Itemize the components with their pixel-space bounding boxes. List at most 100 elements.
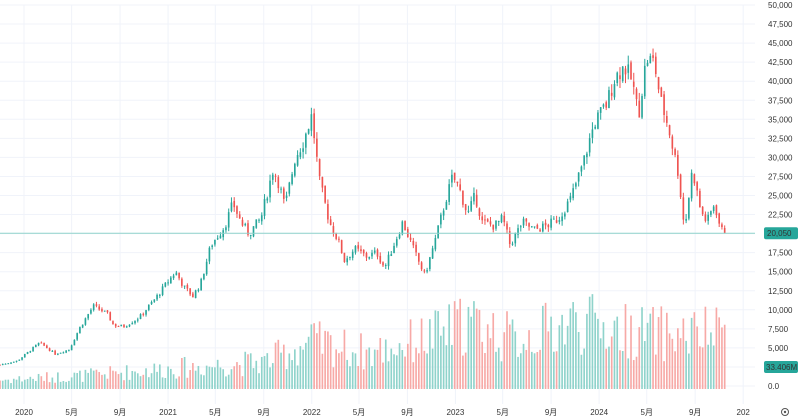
volume-bar: [227, 374, 230, 389]
candle-body: [73, 339, 76, 346]
volume-bar: [238, 365, 241, 389]
volume-bar: [291, 360, 293, 389]
candle-body: [641, 96, 643, 118]
volume-bar: [282, 344, 285, 389]
volume-bar: [338, 353, 340, 389]
candle-body: [81, 324, 84, 328]
volume-bar: [475, 308, 478, 389]
volume-bar: [654, 354, 657, 389]
candle-body: [351, 251, 354, 258]
time-tick-label: 9月: [114, 408, 126, 417]
candle-body: [269, 180, 271, 198]
price-tick-label: 45,000: [768, 39, 793, 48]
volume-bar: [649, 313, 652, 389]
candle-body: [225, 227, 227, 231]
time-axis[interactable]: 2020 5月 9月 2021 5月 9月 2022 5月 9月 2023 5月 9月 2024 5月 9月…: [15, 408, 750, 417]
candle-body: [401, 221, 404, 235]
candle-body: [362, 249, 365, 254]
volume-bar: [451, 344, 453, 389]
settings-icon[interactable]: [781, 408, 789, 416]
candle-body: [318, 159, 321, 177]
volume-bar: [351, 352, 354, 389]
candle-body: [46, 345, 48, 349]
volume-bar: [244, 351, 247, 389]
candle-body: [178, 272, 180, 279]
candle-body: [605, 102, 608, 108]
candle-body: [382, 262, 384, 266]
volume-bar: [189, 370, 191, 389]
candle-body: [324, 185, 326, 203]
candle-body: [167, 282, 169, 284]
candle-body: [464, 204, 467, 211]
candle-body: [194, 290, 197, 299]
volume-bar: [671, 338, 674, 389]
volume-bar: [610, 336, 613, 389]
time-tick-label: 9月: [545, 408, 557, 417]
price-tick-label: 40,000: [768, 77, 793, 86]
candle-body: [230, 202, 233, 212]
volume-bar: [514, 331, 517, 389]
volume-bar: [109, 366, 112, 389]
candle-body: [241, 219, 244, 226]
candle-body: [15, 360, 18, 362]
volume-bar: [62, 380, 65, 389]
volume-bar: [390, 348, 393, 389]
candle-body: [95, 304, 98, 306]
volume-bar: [699, 346, 701, 389]
candle-body: [649, 56, 652, 64]
volume-bar: [167, 366, 169, 389]
volume-bar: [236, 362, 238, 389]
volume-bar: [208, 366, 211, 389]
volume-bar: [263, 356, 266, 389]
volume-bar: [588, 296, 591, 389]
volume-bar: [635, 356, 638, 389]
candle-body: [638, 100, 641, 118]
candle-body: [371, 252, 373, 257]
volume-bar: [252, 368, 255, 389]
candle-body: [343, 252, 346, 262]
candle-body: [486, 219, 489, 222]
time-tick-label: 2024: [590, 408, 608, 417]
candle-body: [101, 309, 103, 312]
volume-bar: [241, 376, 244, 389]
candle-body: [533, 226, 536, 228]
candle-body: [170, 277, 172, 284]
volume-bar: [260, 356, 263, 389]
candle-body: [208, 247, 211, 262]
candle-body: [211, 245, 213, 247]
candle-body: [32, 346, 34, 352]
candle-body: [18, 359, 21, 361]
volume-bar: [486, 324, 489, 389]
candle-body: [277, 177, 280, 189]
volume-bar: [205, 365, 208, 389]
candle-body: [332, 226, 335, 234]
volume-bar: [222, 369, 225, 389]
volume-bar: [294, 349, 296, 389]
candle-body: [305, 133, 307, 148]
time-tick-label: 202: [737, 408, 751, 417]
price-axis[interactable]: 50,000 47,500 45,000 42,500 40,000 37,500 35,0…: [768, 1, 793, 391]
volume-bar: [550, 316, 552, 389]
candle-body: [26, 351, 29, 354]
candle-body: [233, 200, 236, 208]
volume-bar: [586, 313, 588, 389]
volume-bar: [517, 356, 519, 389]
volume-bar: [621, 351, 624, 389]
volume-bar: [591, 294, 594, 389]
volume-bar: [335, 349, 337, 389]
candle-body: [40, 342, 43, 344]
volume-bar: [404, 356, 406, 389]
candle-body: [158, 294, 161, 296]
candle-body: [310, 114, 313, 131]
candle-body: [701, 206, 704, 215]
volume-bar: [324, 330, 326, 389]
candle-body: [263, 199, 266, 216]
time-tick-label: 5月: [209, 408, 221, 417]
candle-body: [0, 364, 1, 366]
volume-bar: [277, 339, 280, 389]
volume-bar: [462, 355, 464, 389]
candle-body: [227, 212, 230, 228]
candle-body: [219, 235, 222, 239]
